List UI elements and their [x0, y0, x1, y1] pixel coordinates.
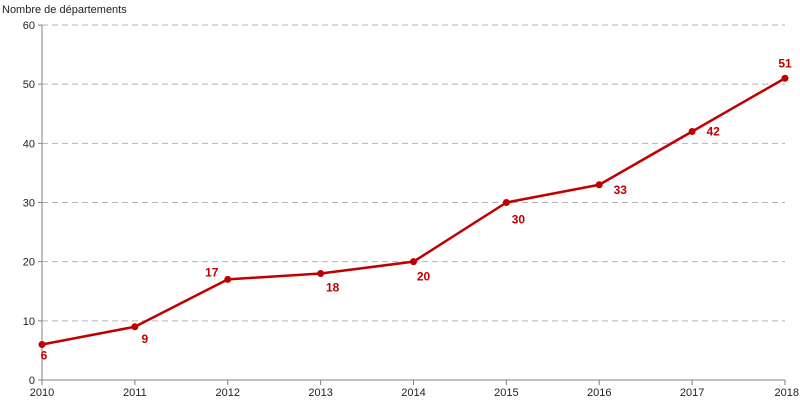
data-point: [410, 258, 417, 266]
x-tick-label: 2015: [494, 387, 518, 399]
data-point: [688, 128, 696, 135]
data-label: 6: [41, 349, 48, 363]
y-tick-label: 40: [23, 138, 35, 150]
x-tick-label: 2014: [401, 387, 425, 399]
series-polyline: [41, 77, 786, 346]
x-tick-label: 2012: [216, 387, 240, 399]
x-tick-label: 2011: [123, 387, 147, 399]
y-axis-tick-labels: 0 10 20 30 40 50 60: [23, 20, 35, 387]
series-line: [41, 77, 786, 346]
data-label: 20: [417, 270, 431, 284]
y-tick-label: 30: [23, 198, 35, 210]
y-tick-label: 20: [23, 257, 35, 269]
y-tick-label: 60: [23, 20, 35, 32]
data-label: 30: [512, 213, 526, 227]
data-point: [502, 199, 510, 206]
data-label: 18: [326, 281, 340, 295]
data-point: [131, 323, 139, 331]
y-tick-label: 10: [23, 316, 35, 328]
x-tick-label: 2018: [775, 387, 799, 399]
x-tick-label: 2010: [30, 387, 54, 399]
y-tick-label: 0: [29, 375, 35, 387]
data-point: [317, 270, 325, 277]
data-point: [38, 341, 46, 348]
x-tick-label: 2013: [308, 387, 332, 399]
data-label: 9: [142, 332, 149, 346]
data-labels: 6 9 17 18 20 30 33 42 51: [41, 56, 792, 362]
data-point: [781, 74, 789, 82]
x-tick-label: 2016: [587, 387, 611, 399]
data-label: 51: [778, 56, 792, 70]
data-point: [224, 275, 232, 283]
gridlines: [42, 24, 785, 322]
data-label: 33: [614, 183, 628, 197]
data-point: [595, 181, 603, 189]
axes: [38, 24, 786, 385]
data-points: [38, 74, 789, 348]
y-axis-title: Nombre de départements: [2, 4, 127, 16]
x-axis-tick-labels: 2010 2011 2012 2013 2014 2015 2016 2017 2018: [30, 387, 799, 399]
y-tick-label: 50: [23, 79, 35, 91]
x-tick-label: 2017: [680, 387, 704, 399]
data-label: 17: [205, 265, 219, 279]
data-label: 42: [706, 125, 720, 139]
